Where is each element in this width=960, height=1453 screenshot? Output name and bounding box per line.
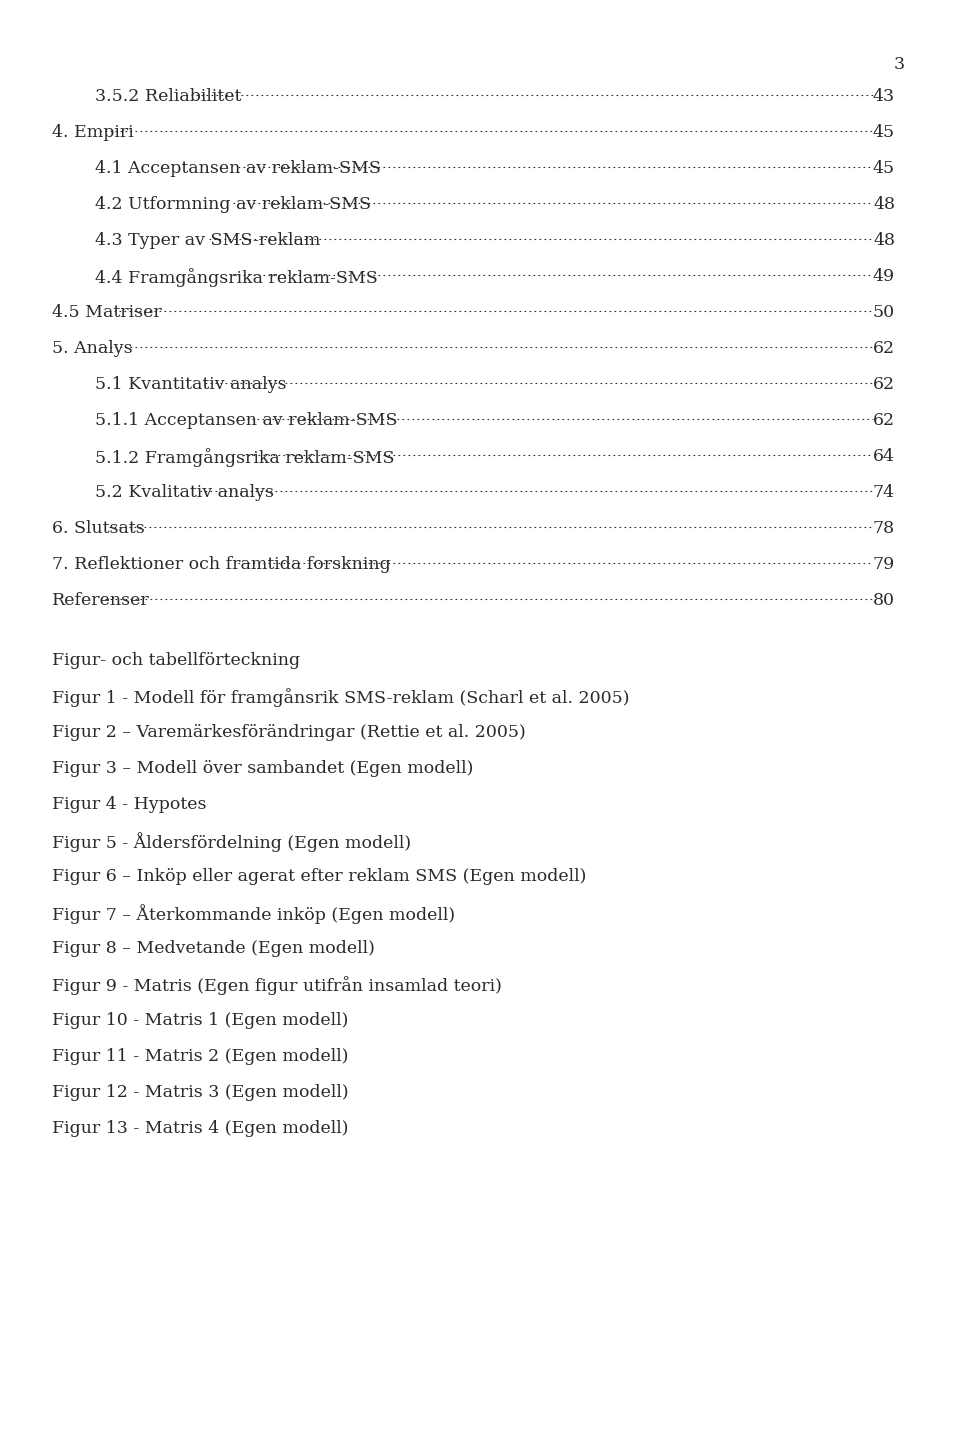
- Text: 43: 43: [873, 89, 895, 105]
- Text: 5.2 Kvalitativ analys: 5.2 Kvalitativ analys: [95, 484, 274, 501]
- Text: 7. Reflektioner och framtida forskning: 7. Reflektioner och framtida forskning: [52, 556, 391, 572]
- Text: Figur 6 – Inköp eller agerat efter reklam SMS (Egen modell): Figur 6 – Inköp eller agerat efter rekla…: [52, 867, 587, 885]
- Text: 6. Slutsats: 6. Slutsats: [52, 520, 145, 538]
- Text: 4. Empiri: 4. Empiri: [52, 124, 133, 141]
- Text: Figur 7 – Återkommande inköp (Egen modell): Figur 7 – Återkommande inköp (Egen model…: [52, 904, 455, 924]
- Text: 50: 50: [873, 304, 895, 321]
- Text: Figur- och tabellförteckning: Figur- och tabellförteckning: [52, 652, 300, 668]
- Text: 62: 62: [873, 376, 895, 392]
- Text: Figur 5 - Åldersfördelning (Egen modell): Figur 5 - Åldersfördelning (Egen modell): [52, 833, 411, 851]
- Text: 78: 78: [873, 520, 895, 538]
- Text: 5.1.1 Acceptansen av reklam-SMS: 5.1.1 Acceptansen av reklam-SMS: [95, 413, 397, 429]
- Text: 62: 62: [873, 413, 895, 429]
- Text: 64: 64: [873, 448, 895, 465]
- Text: Figur 9 - Matris (Egen figur utifrån insamlad teori): Figur 9 - Matris (Egen figur utifrån ins…: [52, 976, 502, 995]
- Text: Figur 12 - Matris 3 (Egen modell): Figur 12 - Matris 3 (Egen modell): [52, 1084, 348, 1101]
- Text: 74: 74: [873, 484, 895, 501]
- Text: 4.1 Acceptansen av reklam-SMS: 4.1 Acceptansen av reklam-SMS: [95, 160, 381, 177]
- Text: Figur 3 – Modell över sambandet (Egen modell): Figur 3 – Modell över sambandet (Egen mo…: [52, 760, 473, 777]
- Text: 5.1.2 Framgångsrika reklam-SMS: 5.1.2 Framgångsrika reklam-SMS: [95, 448, 395, 466]
- Text: Figur 4 - Hypotes: Figur 4 - Hypotes: [52, 796, 206, 814]
- Text: 49: 49: [873, 267, 895, 285]
- Text: Figur 8 – Medvetande (Egen modell): Figur 8 – Medvetande (Egen modell): [52, 940, 374, 958]
- Text: 4.3 Typer av SMS-reklam: 4.3 Typer av SMS-reklam: [95, 232, 321, 248]
- Text: Figur 2 – Varemärkesförändringar (Rettie et al. 2005): Figur 2 – Varemärkesförändringar (Rettie…: [52, 724, 526, 741]
- Text: 3.5.2 Reliabilitet: 3.5.2 Reliabilitet: [95, 89, 241, 105]
- Text: Figur 11 - Matris 2 (Egen modell): Figur 11 - Matris 2 (Egen modell): [52, 1048, 348, 1065]
- Text: Figur 10 - Matris 1 (Egen modell): Figur 10 - Matris 1 (Egen modell): [52, 1011, 348, 1029]
- Text: 45: 45: [873, 124, 895, 141]
- Text: 4.5 Matriser: 4.5 Matriser: [52, 304, 161, 321]
- Text: 48: 48: [873, 232, 895, 248]
- Text: 3: 3: [894, 57, 905, 73]
- Text: 80: 80: [873, 591, 895, 609]
- Text: 79: 79: [873, 556, 895, 572]
- Text: 5.1 Kvantitativ analys: 5.1 Kvantitativ analys: [95, 376, 286, 392]
- Text: Figur 1 - Modell för framgånsrik SMS-reklam (Scharl et al. 2005): Figur 1 - Modell för framgånsrik SMS-rek…: [52, 689, 630, 708]
- Text: 62: 62: [873, 340, 895, 357]
- Text: Referenser: Referenser: [52, 591, 150, 609]
- Text: 45: 45: [873, 160, 895, 177]
- Text: 4.2 Utformning av reklam-SMS: 4.2 Utformning av reklam-SMS: [95, 196, 371, 214]
- Text: 5. Analys: 5. Analys: [52, 340, 132, 357]
- Text: 48: 48: [873, 196, 895, 214]
- Text: 4.4 Framgångsrika reklam-SMS: 4.4 Framgångsrika reklam-SMS: [95, 267, 377, 286]
- Text: Figur 13 - Matris 4 (Egen modell): Figur 13 - Matris 4 (Egen modell): [52, 1120, 348, 1138]
